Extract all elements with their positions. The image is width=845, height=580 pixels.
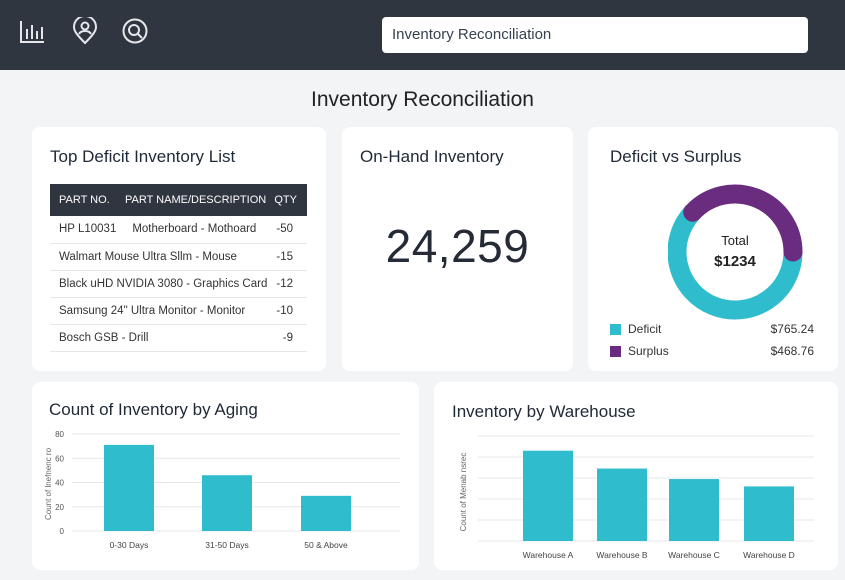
donut-slice-surplus[interactable] — [683, 184, 803, 262]
row-qty: -9 — [271, 324, 307, 352]
page-title: Inventory Reconciliation — [311, 88, 534, 111]
x-tick-label: Warehouse C — [668, 550, 720, 560]
warehouse-card: Inventory by Warehouse Count of Menab ns… — [434, 382, 838, 570]
column-header[interactable]: PART NAME/DESCRIPTION — [116, 184, 271, 216]
x-tick-label: Warehouse B — [596, 550, 648, 560]
x-tick-label: 0-30 Days — [110, 540, 149, 550]
y-axis-label: Count of lnefnenc ro — [44, 447, 53, 520]
search-icon[interactable] — [121, 17, 149, 45]
warehouse-bar-chart: Count of Menab nsrec Warehouse A Warehous… — [459, 435, 814, 560]
legend-label: Deficit — [628, 322, 662, 336]
user-location-icon[interactable] — [71, 15, 99, 45]
card-title: Inventory by Warehouse — [452, 402, 636, 421]
donut-slice-deficit[interactable] — [668, 202, 803, 320]
card-title: On-Hand Inventory — [360, 147, 504, 166]
x-tick-label: 50 & Above — [304, 540, 348, 550]
row-part: HP L10031 Motherboard - Mothoard — [50, 216, 271, 244]
y-axis-label: Count of Menab nsrec — [459, 453, 468, 532]
deficit-list-card: Top Deficit Inventory List PART NO. PART… — [32, 127, 326, 371]
row-qty: -15 — [271, 243, 307, 271]
bar-50-above[interactable] — [301, 495, 351, 531]
aging-bar-chart: Count of lnefnenc ro 0 20 40 60 80 0-30 Days 3… — [44, 430, 400, 550]
bar-warehouse-c[interactable] — [669, 479, 719, 541]
legend-item-deficit[interactable]: Deficit $765.24 — [610, 320, 814, 338]
legend-value: $765.24 — [770, 322, 814, 336]
donut-center-value: $1234 — [714, 253, 756, 270]
legend-swatch — [610, 324, 621, 335]
y-tick-label: 80 — [55, 430, 64, 439]
on-hand-card: On-Hand Inventory 24,259 — [342, 127, 573, 371]
row-qty: -50 — [271, 216, 307, 244]
bar-chart-icon[interactable] — [18, 17, 46, 45]
card-title: Deficit vs Surplus — [610, 147, 742, 166]
table-row[interactable]: Samsung 24" Ultra Monitor - Monitor -10 — [50, 297, 307, 325]
row-qty: -12 — [271, 270, 307, 298]
legend-swatch — [610, 346, 621, 357]
x-tick-label: 31-50 Days — [205, 540, 248, 550]
card-title: Top Deficit Inventory List — [50, 147, 236, 166]
legend-item-surplus[interactable]: Surplus $468.76 — [610, 342, 814, 360]
card-title: Count of Inventory by Aging — [49, 400, 258, 419]
aging-card: Count of Inventory by Aging Count of lne… — [32, 382, 419, 570]
row-part: Bosch GSB - Drill — [50, 324, 271, 352]
bar-31-50-days[interactable] — [202, 475, 252, 531]
column-header[interactable]: PART NO. — [50, 184, 116, 216]
legend-value: $468.76 — [770, 344, 814, 358]
bar-0-30-days[interactable] — [104, 444, 154, 531]
bar-warehouse-b[interactable] — [597, 468, 647, 541]
row-qty: -10 — [271, 297, 307, 325]
search-input[interactable]: Inventory Reconciliation — [382, 17, 808, 53]
bar-warehouse-d[interactable] — [744, 486, 794, 541]
legend-label: Surplus — [628, 344, 669, 358]
deficit-table: PART NO. PART NAME/DESCRIPTION QTY HP L1… — [50, 184, 307, 352]
y-tick-label: 0 — [60, 527, 65, 536]
x-tick-label: Warehouse A — [523, 550, 574, 560]
y-tick-label: 20 — [55, 503, 64, 512]
row-part: Walmart Mouse Ultra Sllm - Mouse — [50, 243, 271, 271]
donut-chart: Total $1234 — [668, 184, 803, 320]
x-tick-label: Warehouse D — [743, 550, 795, 560]
on-hand-value: 24,259 — [385, 220, 530, 272]
bar-warehouse-a[interactable] — [523, 450, 573, 541]
table-row[interactable]: Black uHD NVIDIA 3080 - Graphics Card -1… — [50, 270, 307, 298]
y-tick-label: 40 — [55, 479, 64, 488]
table-row[interactable]: HP L10031 Motherboard - Mothoard -50 — [50, 216, 307, 244]
table-row[interactable]: Walmart Mouse Ultra Sllm - Mouse -15 — [50, 243, 307, 271]
deficit-surplus-card: Deficit vs Surplus Total $1234 Deficit $… — [588, 127, 838, 371]
table-header-row: PART NO. PART NAME/DESCRIPTION QTY — [50, 184, 307, 216]
column-header[interactable]: QTY — [271, 184, 307, 216]
y-tick-label: 60 — [55, 454, 64, 463]
donut-center-label: Total — [721, 233, 749, 248]
table-row[interactable]: Bosch GSB - Drill -9 — [50, 324, 307, 352]
row-part: Black uHD NVIDIA 3080 - Graphics Card — [50, 270, 271, 298]
top-bar: Inventory Reconciliation — [0, 0, 845, 70]
row-part: Samsung 24" Ultra Monitor - Monitor — [50, 297, 271, 325]
